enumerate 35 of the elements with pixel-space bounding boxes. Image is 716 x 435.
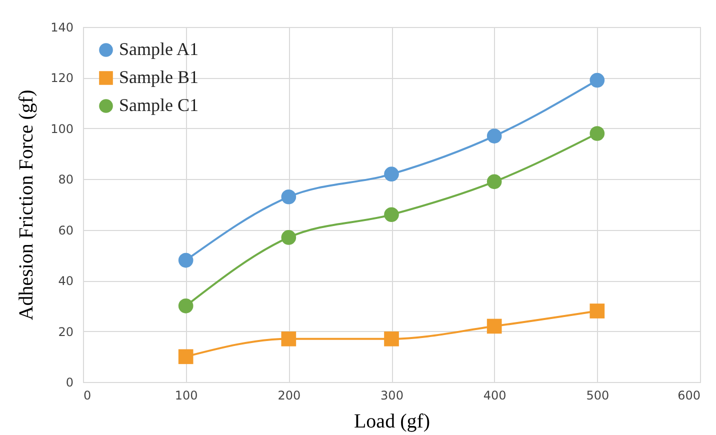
y-axis-title: Adhesion Friction Force (gf) — [16, 90, 38, 320]
point — [178, 349, 194, 364]
y-tick-label: 40 — [58, 274, 74, 288]
point — [384, 207, 399, 222]
point — [590, 304, 605, 318]
x-tick-label: 400 — [483, 388, 506, 402]
point — [486, 318, 502, 334]
legend-label: Sample A1 — [119, 39, 198, 59]
y-tick-label: 60 — [58, 223, 74, 238]
y-tick-label: 0 — [66, 376, 74, 390]
point — [178, 252, 194, 268]
point — [384, 331, 399, 346]
x-tick-label: 500 — [586, 388, 610, 402]
x-axis-title: Load (gf) — [354, 410, 430, 432]
point — [590, 126, 605, 141]
legend-label: Sample C1 — [119, 95, 198, 115]
point — [178, 298, 194, 314]
point — [590, 72, 605, 88]
y-tick-label: 140 — [50, 20, 74, 34]
point — [384, 166, 399, 182]
y-tick-label: 120 — [50, 71, 74, 86]
x-tick-label: 200 — [278, 388, 301, 402]
y-tick-label: 80 — [58, 172, 74, 187]
x-tick-label: 600 — [678, 388, 700, 402]
y-tick-label: 20 — [58, 324, 74, 339]
point — [486, 174, 502, 190]
x-tick-label: 0 — [84, 388, 92, 402]
x-tick-label: 300 — [380, 388, 404, 402]
legend-label: Sample B1 — [119, 67, 198, 87]
x-tick-label: 100 — [174, 388, 198, 402]
point — [281, 189, 296, 204]
point — [281, 331, 296, 346]
point — [486, 128, 502, 144]
y-tick-label: 100 — [50, 122, 74, 136]
point — [281, 230, 296, 245]
